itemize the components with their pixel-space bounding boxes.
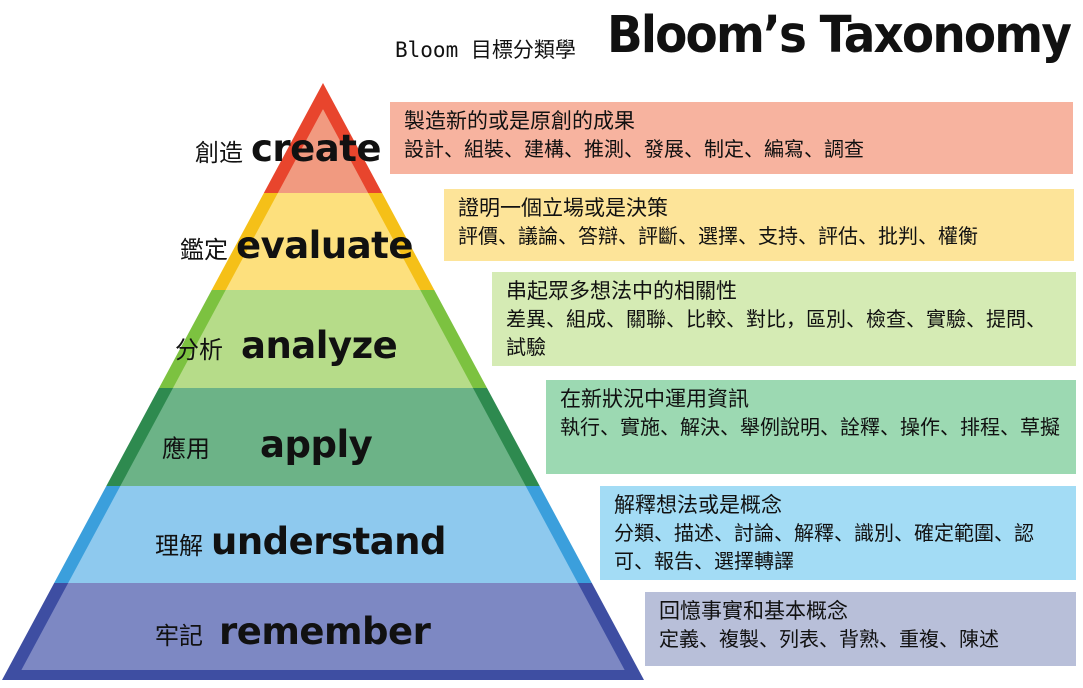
level-en: understand — [211, 520, 447, 563]
level-label-understand: 理解 understand — [155, 520, 447, 563]
level-label-remember: 牢記 remember — [155, 610, 431, 653]
level-zh: 理解 — [155, 532, 203, 560]
level-zh: 應用 — [162, 435, 210, 463]
subtitle: Bloom 目標分類學 — [395, 38, 576, 62]
pyramid-band-analyze — [173, 290, 473, 388]
level-en: apply — [260, 423, 373, 466]
level-zh: 牢記 — [155, 622, 203, 650]
description-box-apply: 在新狀況中運用資訊 執行、實施、解決、舉例說明、詮釋、操作、排程、草擬 — [546, 380, 1076, 474]
box-heading: 製造新的或是原創的成果 — [404, 109, 635, 133]
level-label-evaluate: 鑑定 evaluate — [180, 224, 413, 267]
box-description: 設計、組裝、建構、推測、發展、制定、編寫、調查 — [404, 137, 864, 161]
box-heading: 串起眾多想法中的相關性 — [506, 279, 737, 303]
level-label-create: 創造 create — [195, 127, 382, 170]
level-label-apply: 應用 apply — [162, 423, 373, 466]
box-description: 定義、複製、列表、背熟、重複、陳述 — [659, 627, 999, 651]
pyramid-band-remember — [21, 583, 625, 670]
description-box-understand: 解釋想法或是概念 分類、描述、討論、解釋、識別、確定範圍、認可、報告、選擇轉譯 — [600, 486, 1076, 580]
pyramid-band-create — [277, 109, 369, 193]
level-en: remember — [219, 610, 431, 653]
pyramid-band-understand — [68, 486, 578, 583]
description-box-remember: 回憶事實和基本概念 定義、複製、列表、背熟、重複、陳述 — [645, 592, 1076, 666]
box-heading: 在新狀況中運用資訊 — [560, 387, 749, 411]
box-heading: 解釋想法或是概念 — [614, 493, 782, 517]
pyramid-band-apply — [120, 388, 526, 486]
level-en: evaluate — [236, 224, 413, 267]
description-box-create: 製造新的或是原創的成果 設計、組裝、建構、推測、發展、制定、編寫、調查 — [390, 102, 1073, 174]
description-box-evaluate: 證明一個立場或是決策 評價、議論、答辯、評斷、選擇、支持、評估、批判、權衡 — [444, 189, 1074, 261]
page-title: Bloom’s Taxonomy — [607, 6, 1072, 65]
box-heading: 證明一個立場或是決策 — [458, 196, 668, 220]
box-description: 差異、組成、關聯、比較、對比，區別、檢查、實驗、提問、試驗 — [506, 307, 1046, 359]
box-description: 執行、實施、解決、舉例說明、詮釋、操作、排程、草擬 — [560, 415, 1060, 439]
description-box-analyze: 串起眾多想法中的相關性 差異、組成、關聯、比較、對比，區別、檢查、實驗、提問、試… — [492, 272, 1076, 366]
level-en: create — [251, 127, 382, 170]
level-zh: 創造 — [195, 139, 243, 167]
level-zh: 分析 — [175, 336, 223, 364]
level-label-analyze: 分析 analyze — [175, 324, 398, 367]
box-description: 分類、描述、討論、解釋、識別、確定範圍、認可、報告、選擇轉譯 — [614, 521, 1034, 573]
box-description: 評價、議論、答辯、評斷、選擇、支持、評估、批判、權衡 — [458, 224, 978, 248]
box-heading: 回憶事實和基本概念 — [659, 599, 848, 623]
pyramid-band-evaluate — [225, 193, 421, 290]
level-en: analyze — [241, 324, 398, 367]
level-zh: 鑑定 — [180, 236, 228, 264]
